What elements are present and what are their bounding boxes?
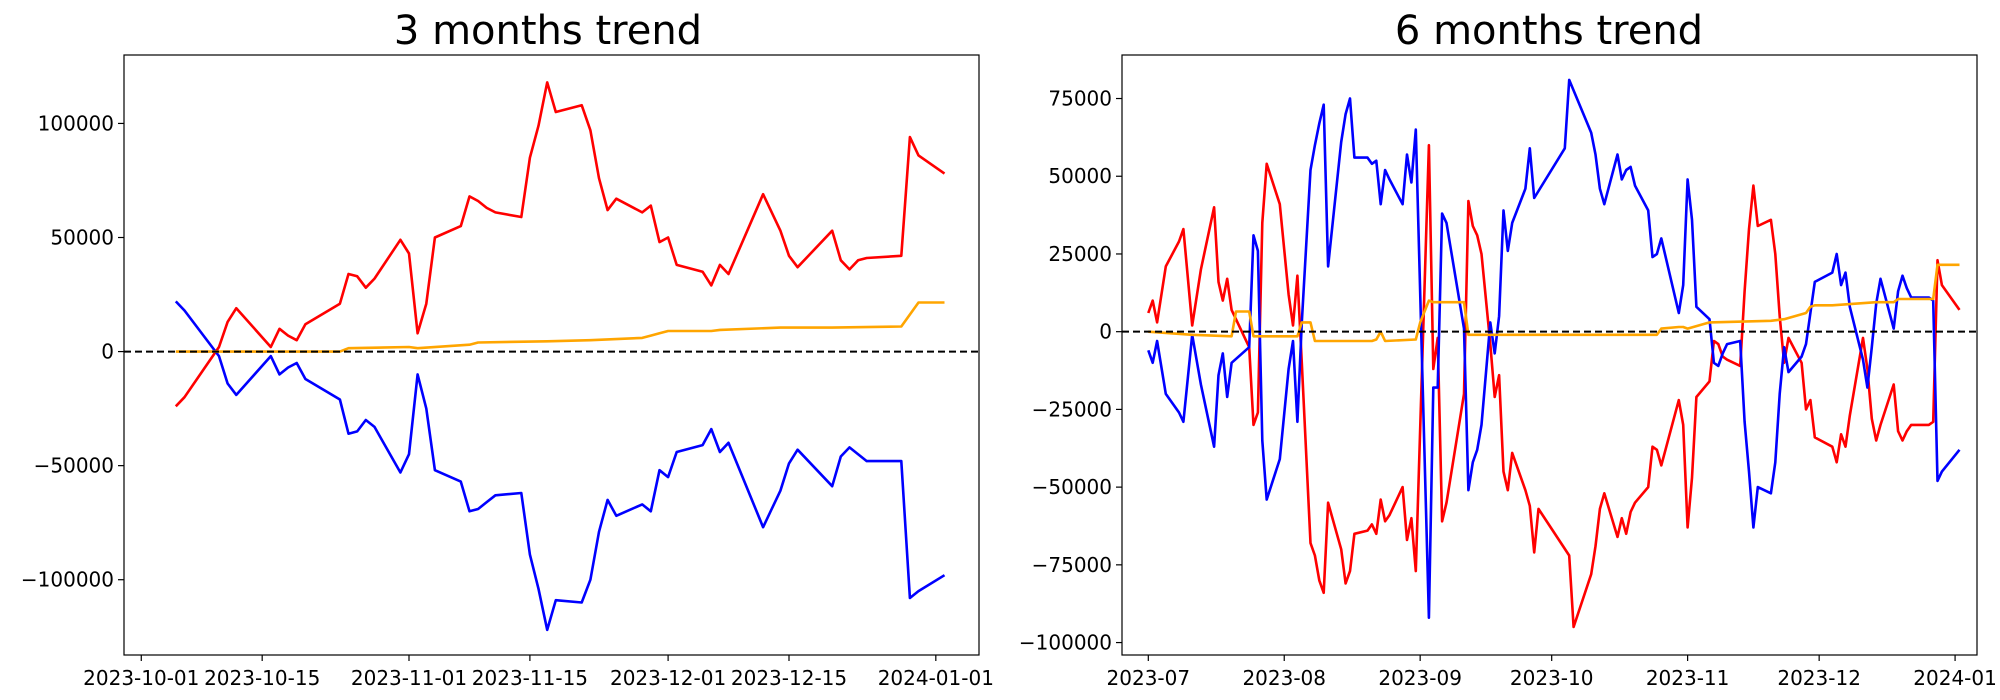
series-line-red	[1147, 143, 1961, 629]
x-tick-label: 2023-11-01	[351, 666, 467, 690]
series-line-blue	[1147, 78, 1961, 620]
chart-title: 6 months trend	[1395, 8, 1703, 54]
y-tick-label: 75000	[1048, 87, 1112, 111]
x-tick-label: 2023-11	[1646, 666, 1730, 690]
y-tick-label: −50000	[1032, 475, 1112, 499]
x-tick-label: 2023-08	[1242, 666, 1326, 690]
x-tick-label: 2023-07	[1107, 666, 1191, 690]
plot-frame	[123, 54, 980, 656]
x-tick-label: 2024-01	[1913, 666, 1997, 690]
y-tick-label: 50000	[50, 226, 114, 250]
plot-frame	[1121, 54, 1978, 656]
y-tick-label: 0	[101, 340, 114, 364]
y-tick-label: −25000	[1032, 397, 1112, 421]
chart-3-months: 3 months trend 2023-10-01 2023-10-15 2023-…	[21, 8, 994, 690]
x-tick-label: 2023-12	[1777, 666, 1861, 690]
series-line-blue	[174, 300, 946, 632]
x-tick-label: 2023-10	[1510, 666, 1594, 690]
y-tick-label: 50000	[1048, 164, 1112, 188]
x-tick-label: 2023-12-01	[610, 666, 726, 690]
chart-title: 3 months trend	[394, 8, 702, 54]
series-layer	[1147, 78, 1961, 629]
y-tick-label: 25000	[1048, 242, 1112, 266]
x-tick-label: 2023-11-15	[472, 666, 588, 690]
x-tick-label: 2023-10-15	[204, 666, 320, 690]
y-tick-label: −100000	[21, 568, 114, 592]
y-tick-label: −50000	[34, 454, 114, 478]
x-axis: 2023-07 2023-08 2023-09 2023-10 2023-11 2023-…	[1107, 655, 1997, 690]
x-tick-label: 2023-09	[1378, 666, 1462, 690]
chart-6-months: 6 months trend 2023-07 2023-08 2023-09 2023…	[1019, 8, 1997, 690]
series-line-orange	[1148, 263, 1960, 343]
y-axis: −100000 −75000 −50000 −25000 0 25000 50000 7500…	[1019, 87, 1122, 655]
x-tick-label: 2023-12-15	[731, 666, 847, 690]
x-axis: 2023-10-01 2023-10-15 2023-11-01 2023-11-15…	[83, 655, 994, 690]
series-line-red	[174, 81, 946, 408]
y-tick-label: −75000	[1032, 553, 1112, 577]
x-tick-label: 2024-01-01	[878, 666, 994, 690]
y-axis: −100000 −50000 0 50000 100000	[21, 111, 124, 592]
x-tick-label: 2023-10-01	[83, 666, 199, 690]
y-tick-label: 100000	[38, 111, 114, 135]
series-line-orange	[175, 301, 945, 353]
series-layer	[174, 81, 946, 632]
y-tick-label: 0	[1099, 320, 1112, 344]
y-tick-label: −100000	[1019, 631, 1112, 655]
